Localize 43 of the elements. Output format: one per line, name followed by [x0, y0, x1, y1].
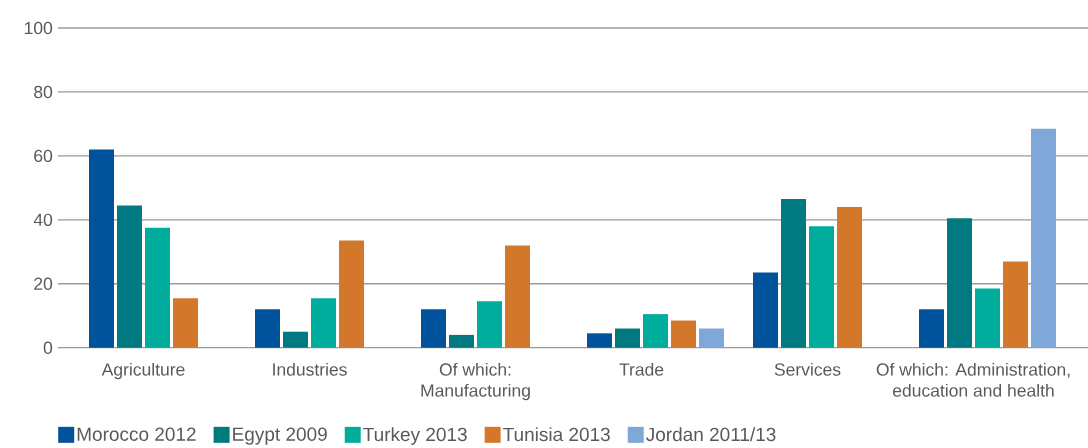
y-tick-label: 20	[34, 277, 53, 290]
y-tick-label: 40	[33, 213, 53, 227]
y-tick-label: 80	[34, 85, 53, 99]
bar	[615, 328, 641, 348]
bar	[671, 320, 697, 348]
bar	[837, 207, 862, 348]
bar	[699, 328, 725, 348]
bar	[1003, 261, 1029, 348]
bar	[173, 298, 198, 348]
bar	[947, 218, 973, 348]
x-tick-label: Trade	[619, 362, 664, 376]
legend-label: Jordan 2011/13	[646, 427, 776, 442]
bar	[753, 272, 779, 348]
x-tick-label: Services	[774, 362, 841, 376]
bar	[449, 334, 474, 348]
y-tick-label: 60	[34, 149, 53, 163]
x-tick-label: Of which: Administration, education and health	[876, 362, 1070, 397]
bar	[1031, 128, 1057, 348]
x-tick-label: Of which: Manufacturing	[421, 362, 530, 401]
legend-label: Turkey 2013	[363, 427, 467, 445]
bar	[919, 309, 945, 348]
bar	[587, 333, 613, 348]
y-tick-label: 100	[24, 21, 53, 35]
bar	[505, 245, 531, 348]
bar	[339, 240, 364, 348]
legend-label: Egypt 2009	[233, 427, 327, 445]
bar	[477, 301, 503, 348]
bar	[975, 288, 1001, 348]
x-tick-label: Agriculture	[101, 362, 185, 380]
y-tick-label: 0	[43, 341, 53, 354]
bar	[643, 314, 668, 348]
x-tick-label: Industries	[273, 362, 347, 376]
bar	[117, 205, 142, 348]
bar	[781, 199, 807, 348]
bar	[145, 227, 170, 348]
bar	[255, 309, 280, 348]
bar	[421, 309, 446, 348]
legend-label: Morocco 2012	[77, 427, 196, 441]
bar	[89, 149, 115, 348]
legend-label: Tunisia 2013	[503, 427, 610, 442]
bar	[283, 331, 308, 348]
bar	[809, 226, 835, 348]
bar	[311, 298, 336, 348]
